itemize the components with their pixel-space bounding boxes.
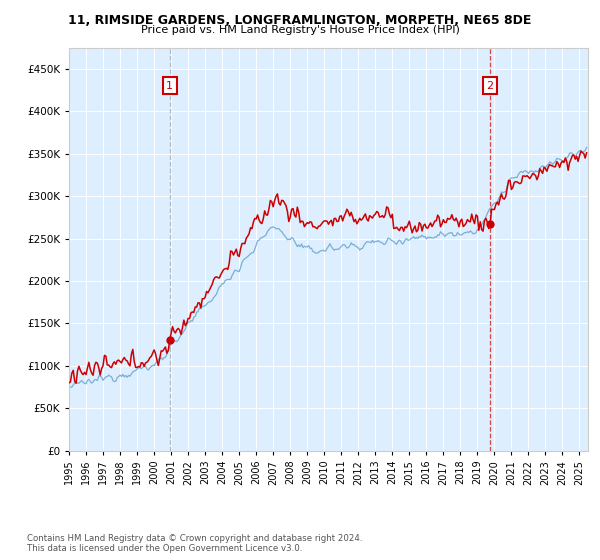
Text: Contains HM Land Registry data © Crown copyright and database right 2024.
This d: Contains HM Land Registry data © Crown c…: [27, 534, 362, 553]
Text: 11, RIMSIDE GARDENS, LONGFRAMLINGTON, MORPETH, NE65 8DE: 11, RIMSIDE GARDENS, LONGFRAMLINGTON, MO…: [68, 14, 532, 27]
Text: 1: 1: [166, 81, 173, 91]
Text: 2: 2: [487, 81, 494, 91]
Text: Price paid vs. HM Land Registry's House Price Index (HPI): Price paid vs. HM Land Registry's House …: [140, 25, 460, 35]
